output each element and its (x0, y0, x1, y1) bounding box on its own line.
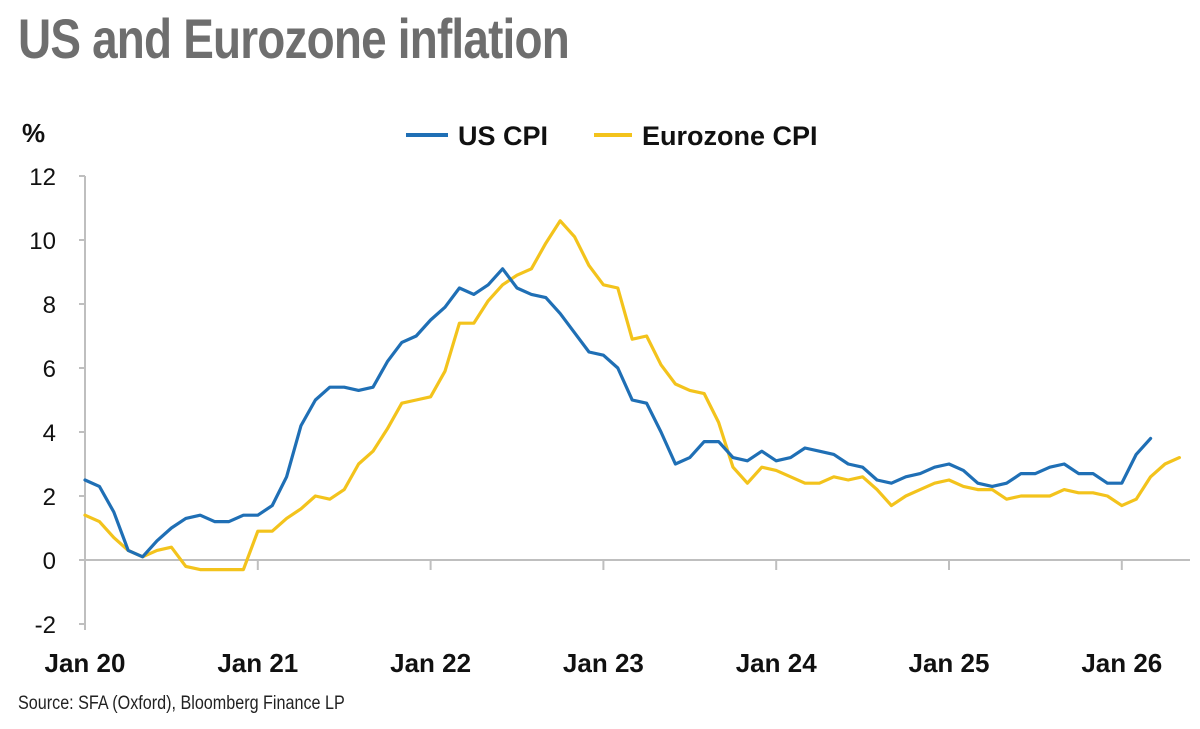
y-tick-label: 8 (43, 292, 56, 319)
x-tick-label: Jan 26 (1081, 648, 1162, 678)
x-tick-label: Jan 22 (390, 648, 471, 678)
y-tick-label: 10 (29, 228, 56, 255)
y-tick-label: 2 (43, 484, 56, 511)
series-line-us-cpi (83, 267, 1153, 559)
y-tick-label: 0 (43, 548, 56, 575)
x-tick-label: Jan 20 (45, 648, 126, 678)
x-tick-label: Jan 25 (909, 648, 990, 678)
axes: -2 0 2 4 6 8 10 12 Jan 20 Jan 21 Jan 22 Jan 23 Jan 2… (29, 164, 1190, 678)
x-tick-label: Jan 24 (736, 648, 817, 678)
x-tick-label: Jan 23 (563, 648, 644, 678)
y-tick-label: -2 (35, 612, 56, 639)
series-lines (83, 219, 1182, 572)
series-line-eurozone-cpi (83, 219, 1182, 572)
y-tick-label: 4 (43, 420, 56, 447)
chart-title: US and Eurozone inflation (18, 7, 570, 70)
y-tick-label: 12 (29, 164, 56, 191)
x-tick-label: Jan 21 (217, 648, 298, 678)
source-note: Source: SFA (Oxford), Bloomberg Finance … (18, 693, 345, 714)
legend-label-eurozone: Eurozone CPI (642, 121, 818, 151)
legend: US CPI Eurozone CPI (406, 121, 818, 151)
y-axis-unit-label: % (22, 118, 46, 148)
y-tick-label: 6 (43, 356, 56, 383)
legend-label-us: US CPI (458, 121, 548, 151)
